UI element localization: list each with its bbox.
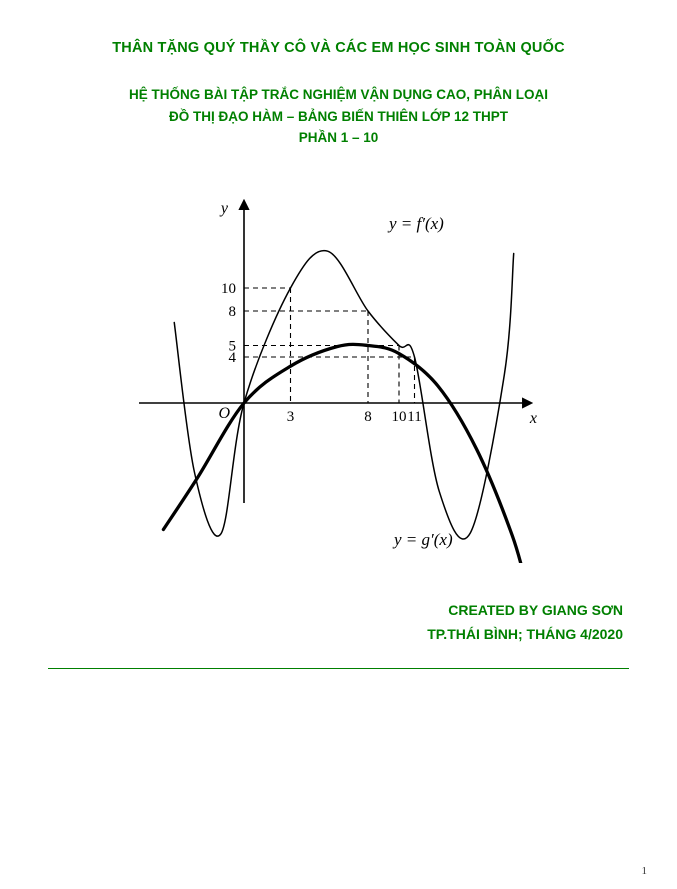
svg-text:10: 10	[391, 409, 406, 425]
title-line-2: ĐỒ THỊ ĐẠO HÀM – BẢNG BIẾN THIÊN LỚP 12 …	[48, 106, 629, 128]
svg-text:5: 5	[228, 338, 236, 354]
svg-text:y = g′(x): y = g′(x)	[392, 530, 453, 549]
header-block: THÂN TẶNG QUÝ THẦY CÔ VÀ CÁC EM HỌC SINH…	[48, 40, 629, 149]
svg-text:3: 3	[286, 409, 294, 425]
page-root: THÂN TẶNG QUÝ THẦY CÔ VÀ CÁC EM HỌC SINH…	[0, 0, 677, 889]
footer-block: CREATED BY GIANG SƠN TP.THÁI BÌNH; THÁNG…	[48, 599, 629, 647]
svg-text:y: y	[218, 200, 228, 217]
created-by: CREATED BY GIANG SƠN	[48, 599, 623, 623]
place-date: TP.THÁI BÌNH; THÁNG 4/2020	[48, 623, 623, 647]
svg-text:y = f′(x): y = f′(x)	[387, 214, 444, 233]
derivative-chart: 45810381011Oxyy = f′(x)y = g′(x)	[129, 183, 549, 563]
svg-text:x: x	[528, 410, 536, 427]
svg-text:11: 11	[407, 409, 421, 425]
page-number: 1	[642, 865, 648, 877]
svg-text:8: 8	[364, 409, 372, 425]
divider-line	[48, 668, 629, 669]
title-line-3: PHẦN 1 – 10	[48, 127, 629, 149]
svg-text:O: O	[218, 405, 230, 422]
svg-text:10: 10	[221, 281, 236, 297]
svg-text:8: 8	[228, 304, 236, 320]
chart-svg: 45810381011Oxyy = f′(x)y = g′(x)	[129, 183, 549, 563]
dedication-line: THÂN TẶNG QUÝ THẦY CÔ VÀ CÁC EM HỌC SINH…	[48, 40, 629, 56]
title-line-1: HỆ THỐNG BÀI TẬP TRẮC NGHIỆM VẬN DỤNG CA…	[48, 84, 629, 106]
